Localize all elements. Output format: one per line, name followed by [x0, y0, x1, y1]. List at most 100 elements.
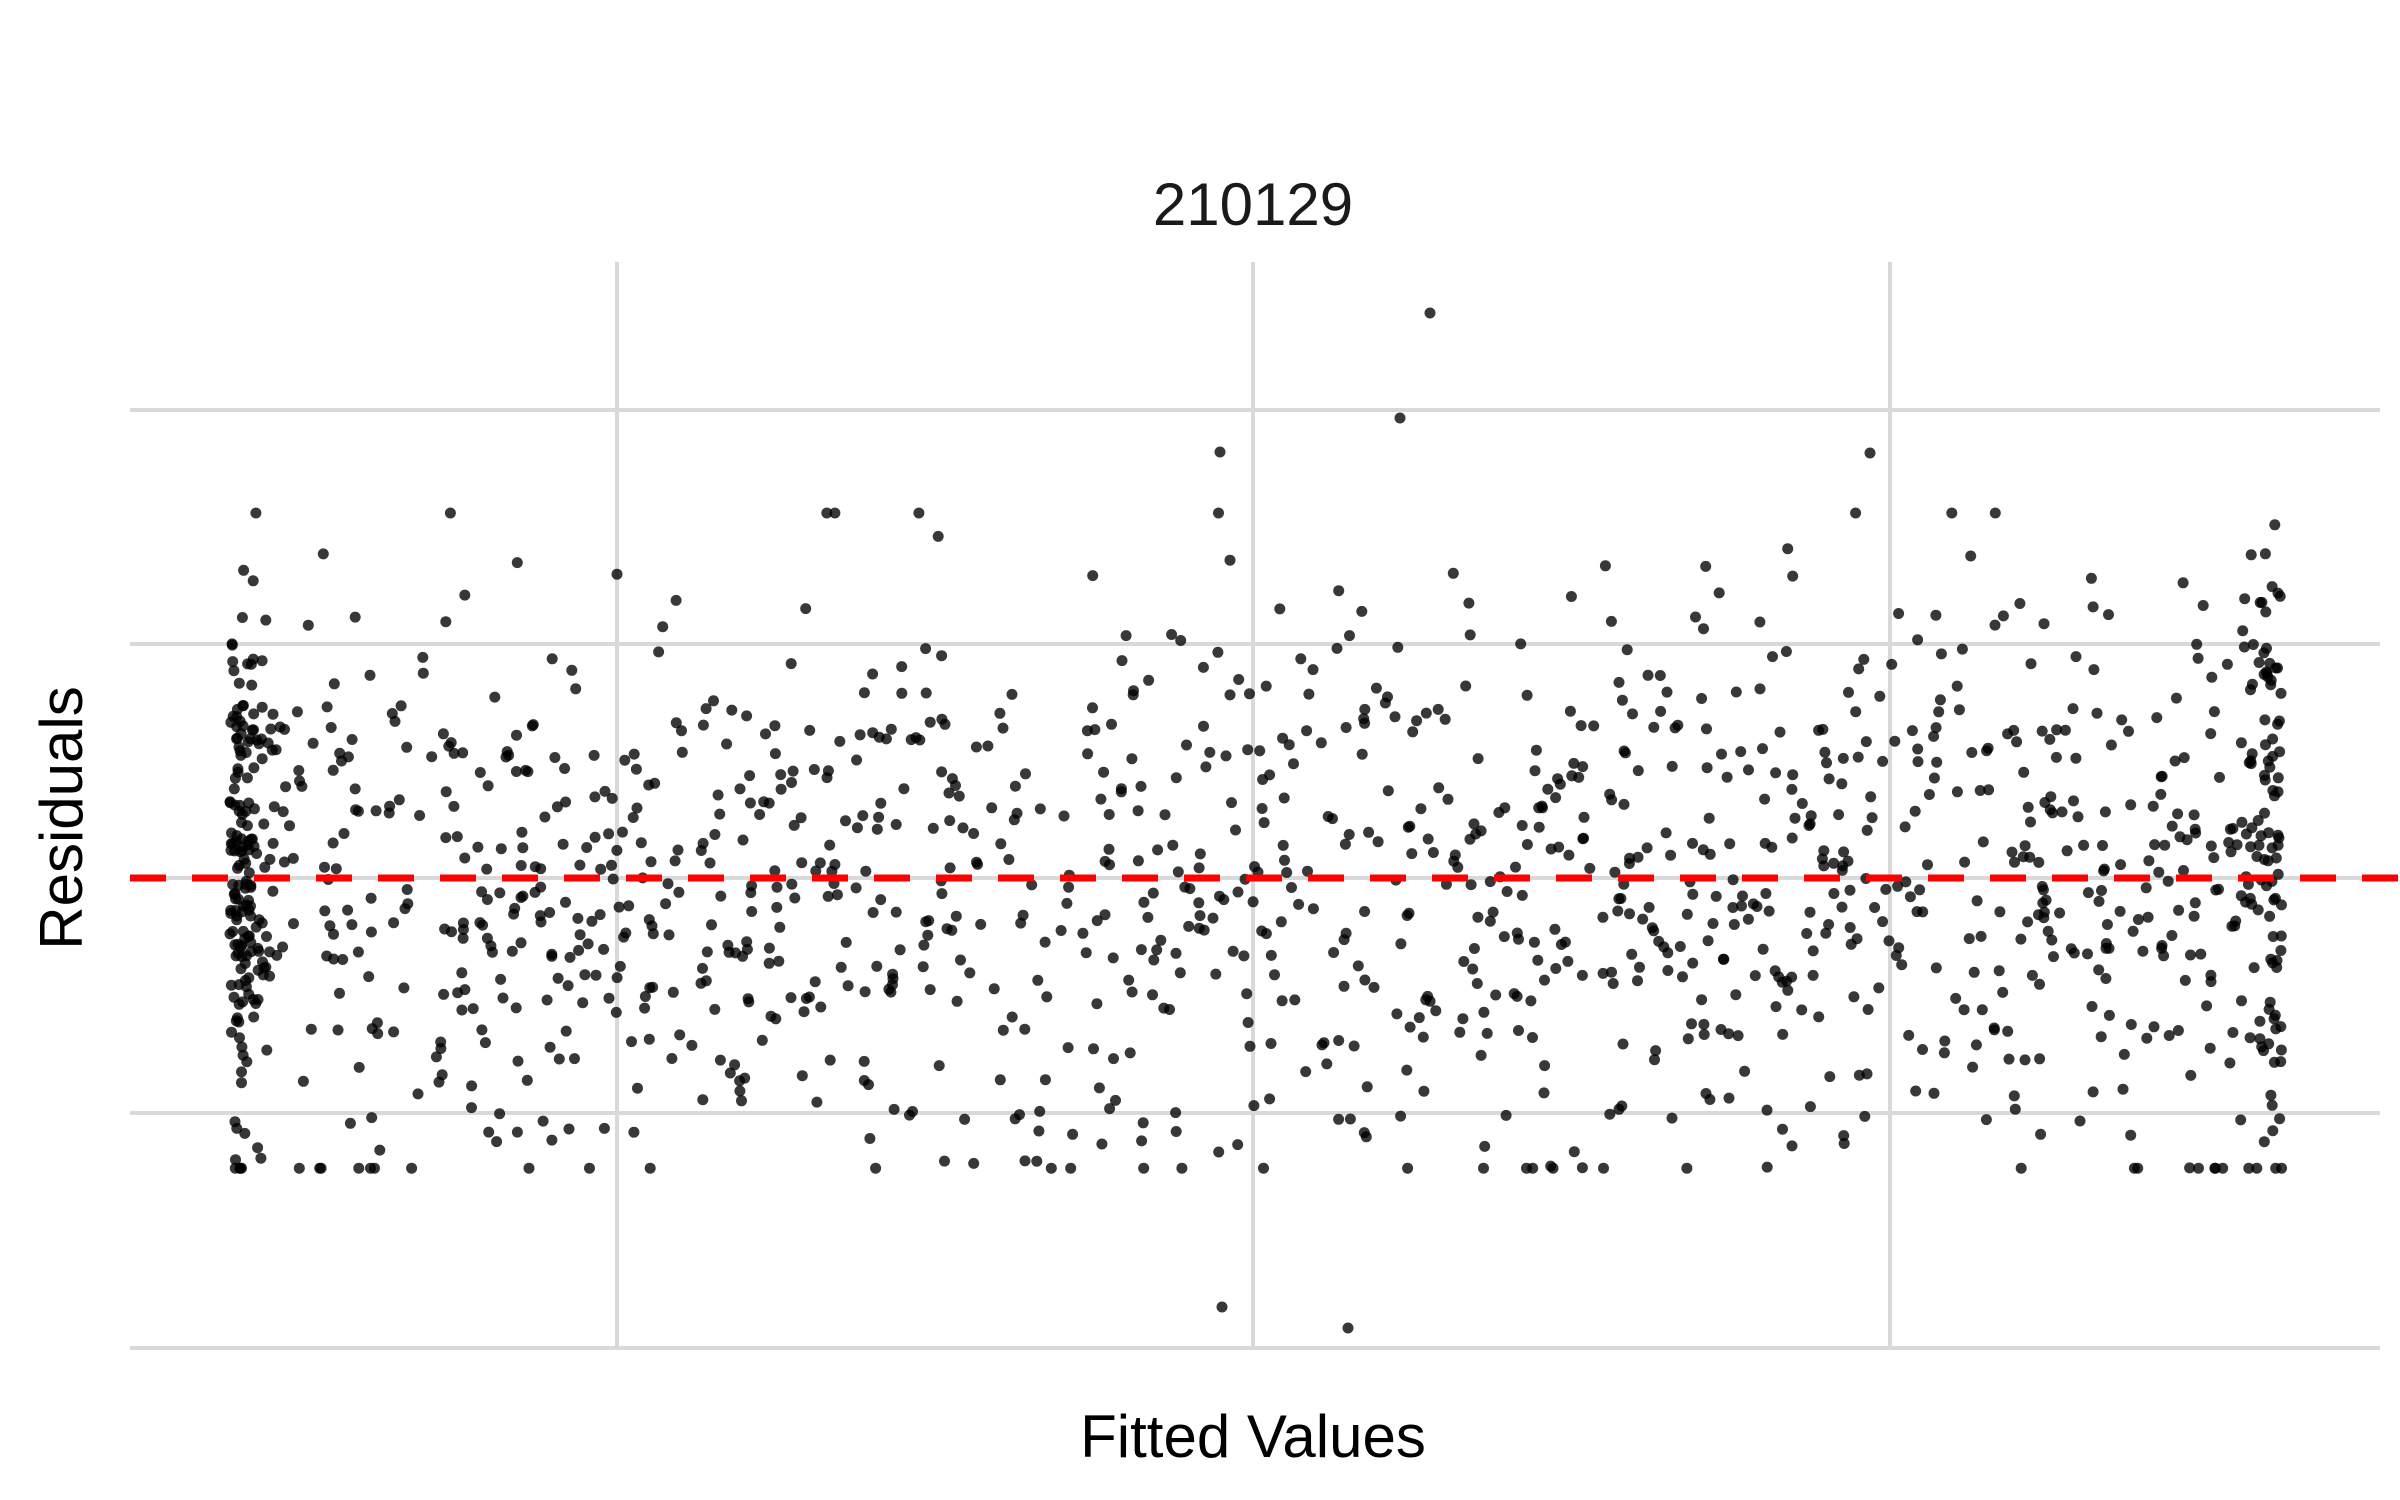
- data-point: [1674, 941, 1686, 952]
- data-point: [2015, 933, 2027, 945]
- data-point: [1062, 1042, 1074, 1054]
- data-point: [1254, 745, 1266, 757]
- data-point: [1389, 711, 1401, 723]
- data-point: [2214, 771, 2225, 783]
- data-point: [1307, 903, 1319, 915]
- data-point: [898, 783, 910, 795]
- data-point: [257, 956, 268, 968]
- data-point: [1447, 567, 1459, 579]
- data-point: [1754, 616, 1766, 628]
- data-point: [267, 837, 279, 849]
- data-point: [328, 928, 339, 940]
- data-point: [1754, 683, 1766, 695]
- data-point: [1909, 805, 1921, 817]
- data-point: [1730, 686, 1742, 698]
- data-point: [1382, 785, 1394, 797]
- data-point: [1501, 886, 1513, 897]
- data-point: [964, 967, 976, 979]
- data-point: [522, 766, 534, 778]
- data-point: [2046, 934, 2058, 946]
- data-point: [2125, 1019, 2137, 1030]
- data-point: [2147, 800, 2159, 812]
- data-point: [1093, 1082, 1105, 1094]
- data-point: [248, 1011, 260, 1023]
- data-point: [676, 746, 688, 758]
- data-point: [676, 725, 687, 737]
- data-point: [288, 918, 299, 930]
- data-point: [256, 753, 268, 765]
- data-point: [1618, 798, 1630, 810]
- data-point: [1816, 853, 1828, 865]
- data-point: [1923, 789, 1935, 800]
- data-point: [2238, 641, 2250, 653]
- data-point: [1197, 661, 1209, 673]
- data-point: [332, 1024, 344, 1036]
- data-point: [628, 748, 640, 760]
- data-point: [1873, 982, 1885, 994]
- data-point: [365, 1162, 376, 1174]
- data-point: [393, 794, 405, 806]
- data-point: [734, 1085, 746, 1097]
- data-point: [494, 1108, 506, 1120]
- data-point: [1127, 689, 1139, 701]
- data-point: [349, 783, 361, 795]
- data-point: [1886, 658, 1898, 670]
- data-point: [1877, 755, 1889, 767]
- data-point: [2210, 884, 2222, 896]
- data-point: [1470, 828, 1482, 840]
- data-point: [773, 955, 785, 967]
- data-point: [236, 808, 248, 820]
- data-point: [1516, 820, 1528, 831]
- data-point: [1467, 963, 1479, 975]
- data-point: [1242, 1017, 1254, 1028]
- data-point: [2248, 962, 2260, 974]
- data-point: [670, 594, 682, 606]
- data-point: [708, 695, 719, 707]
- data-point: [2197, 600, 2209, 611]
- data-point: [1358, 1127, 1370, 1139]
- data-point: [670, 717, 682, 729]
- data-point: [1232, 1139, 1244, 1151]
- data-point: [1928, 772, 1940, 784]
- data-point: [2103, 1009, 2115, 1021]
- data-point: [2169, 755, 2181, 767]
- data-point: [840, 936, 852, 948]
- data-point: [2227, 1027, 2239, 1038]
- data-point: [2235, 1114, 2247, 1126]
- data-point: [1727, 902, 1739, 913]
- data-point: [511, 729, 522, 741]
- data-point: [788, 819, 800, 831]
- data-point: [1974, 785, 1986, 796]
- data-point: [1511, 990, 1523, 1002]
- data-point: [1372, 836, 1384, 848]
- data-point: [1959, 856, 1971, 868]
- data-point: [1749, 970, 1761, 982]
- data-point: [2118, 1048, 2130, 1060]
- data-point: [1167, 839, 1179, 851]
- data-point: [890, 819, 902, 830]
- data-point: [1883, 935, 1895, 947]
- data-point: [662, 878, 674, 890]
- data-point: [2153, 866, 2165, 878]
- data-point: [437, 728, 449, 740]
- data-point: [821, 507, 833, 519]
- data-point: [745, 887, 757, 899]
- data-point: [2275, 1056, 2287, 1068]
- data-point: [598, 943, 610, 955]
- data-point: [2246, 822, 2258, 834]
- data-point: [1166, 629, 1178, 640]
- data-point: [626, 1036, 637, 1048]
- data-point: [2177, 577, 2189, 589]
- data-point: [2123, 725, 2134, 737]
- data-point: [1170, 947, 1182, 959]
- data-point: [1823, 773, 1835, 785]
- data-point: [2044, 733, 2056, 745]
- data-point: [1258, 1162, 1269, 1174]
- data-point-outlier: [1424, 307, 1436, 319]
- data-point: [1020, 768, 1031, 780]
- data-point: [1624, 908, 1635, 920]
- data-point: [228, 665, 240, 677]
- data-point: [248, 724, 259, 736]
- data-point: [1087, 570, 1099, 582]
- data-point: [1821, 757, 1832, 769]
